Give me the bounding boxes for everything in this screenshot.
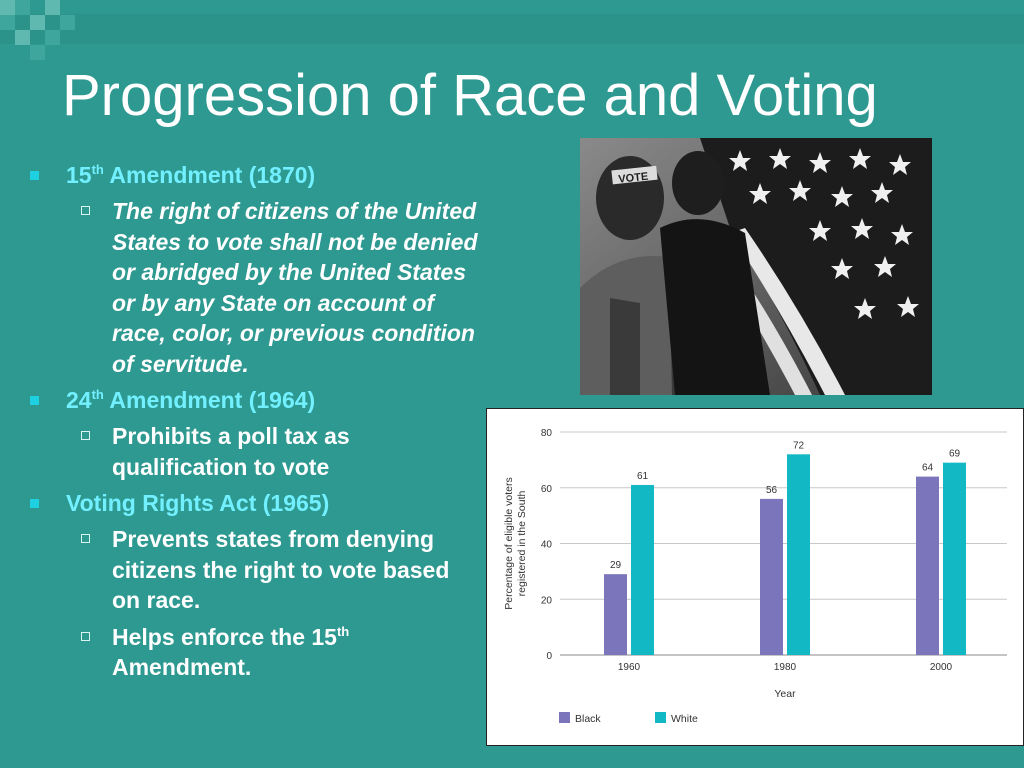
hollow-square-bullet-icon [81,631,90,641]
bar-white-2000 [943,462,966,655]
y-tick-label: 20 [541,595,553,606]
sub-bullet-vra-enforce: Helps enforce the 15th Amendment. [28,622,478,683]
legend-swatch-white [655,712,666,723]
y-axis-label: registered in the South [516,491,528,597]
sub-bullet-vra-prevents: Prevents states from denying citizens th… [28,524,478,616]
bar-black-1960 [604,574,627,655]
hollow-square-bullet-icon [81,534,90,543]
bullet-24th-amendment: 24th Amendment (1964) [28,385,478,415]
slide-title: Progression of Race and Voting [62,63,878,128]
bar-white-1980 [787,454,810,655]
data-label: 72 [793,440,805,451]
legend-swatch-black [559,712,570,723]
y-axis-label: Percentage of eligible voters [503,477,515,610]
sub-bullet-15th-text: The right of citizens of the United Stat… [28,196,478,379]
data-label: 64 [922,463,934,474]
data-label: 56 [766,485,778,496]
bullet-15th-amendment: 15th Amendment (1870) [28,160,478,190]
hollow-square-bullet-icon [81,206,90,215]
square-bullet-icon [30,171,39,180]
square-bullet-icon [30,396,39,405]
square-bullet-icon [30,499,39,508]
corner-decoration [0,0,1024,70]
american-flag-icon: VOTE [580,138,932,395]
data-label: 29 [610,560,622,571]
bullet-voting-rights-act: Voting Rights Act (1965) [28,488,478,518]
data-label: 61 [637,471,649,482]
y-tick-label: 80 [541,428,553,439]
bar-black-1980 [760,498,783,655]
x-tick-label: 1960 [618,662,641,673]
header-band [0,14,1024,44]
x-axis-label: Year [774,688,796,700]
bar-black-2000 [916,476,939,655]
data-label: 69 [949,449,961,460]
registration-chart: 0 20 40 60 80 Percentage of eligible voters re… [486,408,1024,746]
x-tick-label: 2000 [930,662,953,673]
protesters-photo: VOTE [580,138,932,395]
legend-label-black: Black [575,713,601,725]
bullet-list: 15th Amendment (1870) The right of citiz… [28,160,478,689]
sub-bullet-24th-text: Prohibits a poll tax as qualification to… [28,421,478,482]
bar-chart-svg: 0 20 40 60 80 Percentage of eligible voters re… [503,428,1007,725]
legend-label-white: White [671,713,698,725]
svg-text:VOTE: VOTE [618,171,649,186]
y-tick-label: 60 [541,484,553,495]
y-tick-label: 40 [541,540,553,551]
y-tick-label: 0 [546,651,552,662]
hollow-square-bullet-icon [81,431,90,440]
bar-white-1960 [631,484,654,655]
x-tick-label: 1980 [774,662,797,673]
